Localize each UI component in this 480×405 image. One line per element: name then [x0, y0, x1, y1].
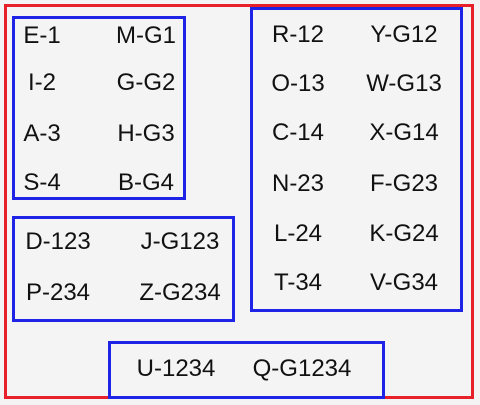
label-s-4: S-4	[23, 169, 61, 196]
label-h-g3: H-G3	[117, 120, 175, 147]
label-t-34: T-34	[273, 269, 323, 296]
label-x-g14: X-G14	[369, 119, 439, 146]
label-u-1234: U-1234	[136, 355, 216, 382]
group-box-4	[108, 341, 385, 399]
group-box-2	[12, 216, 235, 322]
label-o-13: O-13	[271, 70, 325, 97]
label-n-23: N-23	[271, 170, 325, 197]
label-c-14: C-14	[271, 119, 325, 146]
label-r-12: R-12	[271, 21, 325, 48]
label-e-1: E-1	[23, 22, 61, 49]
label-i-2: I-2	[27, 69, 57, 96]
label-l-24: L-24	[273, 220, 323, 247]
label-q-g1234: Q-G1234	[252, 355, 352, 382]
label-g-g2: G-G2	[116, 69, 176, 96]
label-j-g123: J-G123	[140, 228, 220, 255]
group-box-3	[250, 7, 463, 312]
label-w-g13: W-G13	[366, 70, 442, 97]
label-z-g234: Z-G234	[139, 279, 221, 306]
label-p-234: P-234	[25, 279, 91, 306]
label-k-g24: K-G24	[369, 220, 439, 247]
label-d-123: D-123	[25, 228, 91, 255]
label-b-g4: B-G4	[117, 169, 175, 196]
label-y-g12: Y-G12	[370, 21, 438, 48]
label-m-g1: M-G1	[116, 22, 176, 49]
label-v-g34: V-G34	[369, 269, 439, 296]
label-f-g23: F-G23	[369, 170, 439, 197]
group-box-1	[12, 16, 186, 200]
label-a-3: A-3	[23, 120, 61, 147]
